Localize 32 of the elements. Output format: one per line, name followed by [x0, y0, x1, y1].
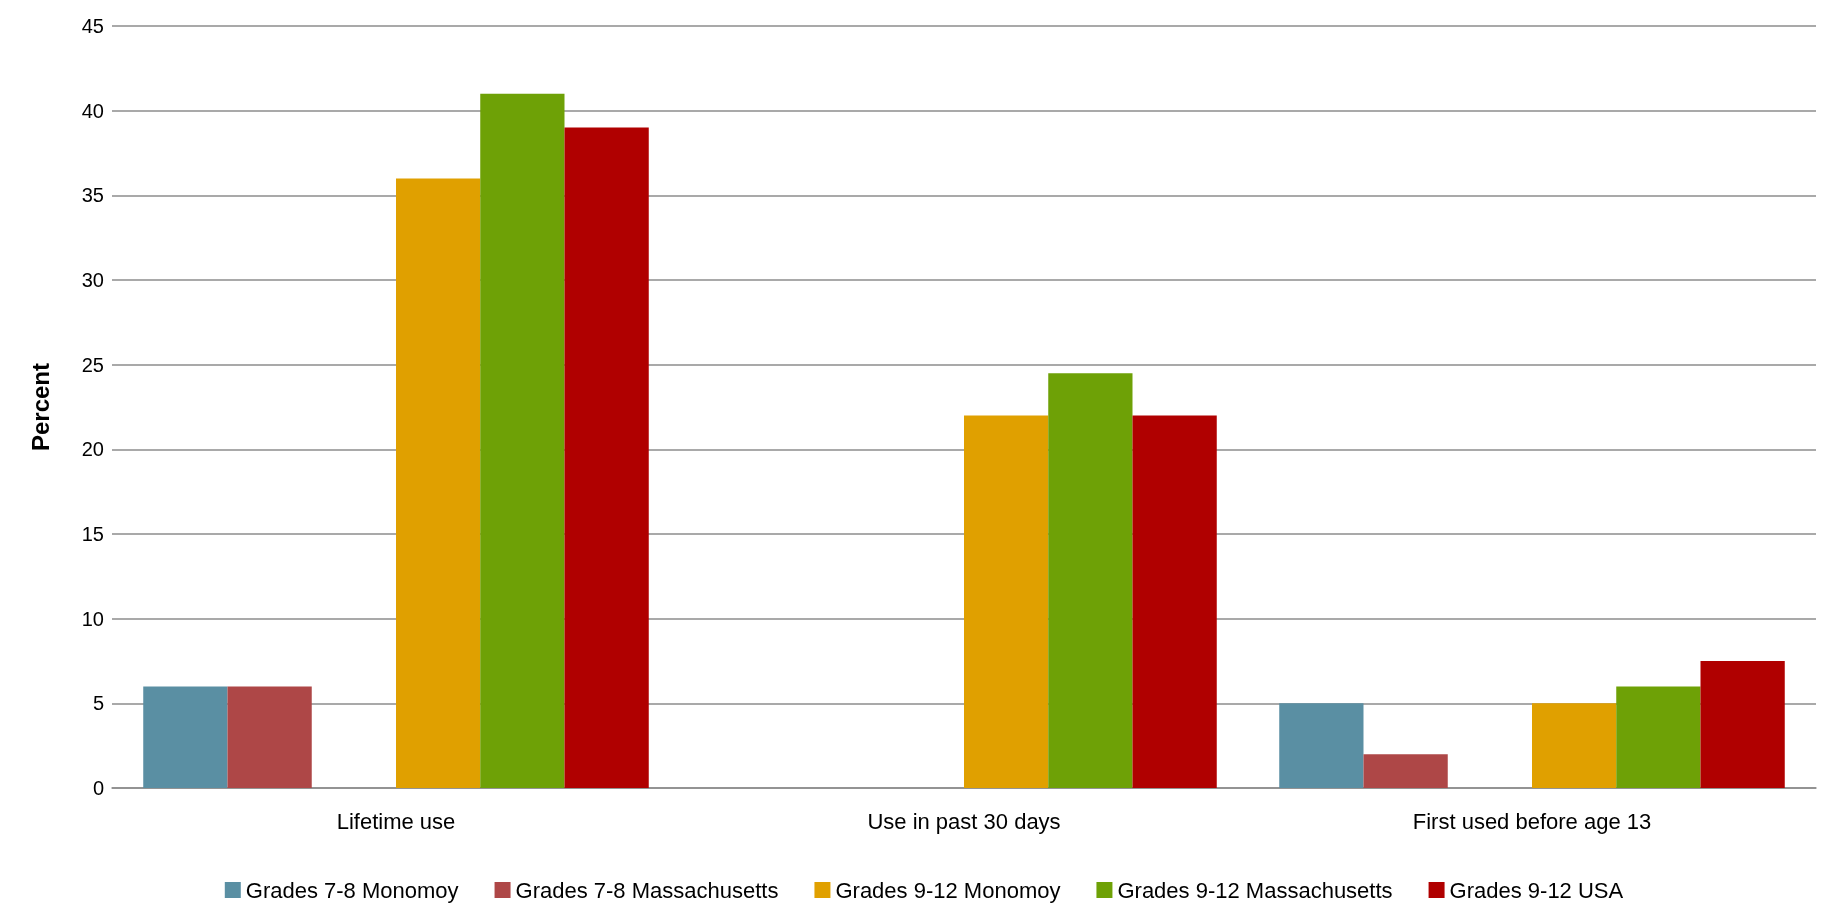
bar: [396, 178, 481, 788]
bar: [1616, 686, 1701, 788]
bar: [1363, 754, 1448, 788]
y-tick-label: 45: [81, 15, 104, 37]
legend-label: Grades 7-8 Monomoy: [245, 877, 459, 903]
y-tick-label: 5: [92, 692, 104, 715]
y-tick-label: 40: [81, 99, 104, 122]
bar: [1132, 415, 1217, 788]
x-tick-label: First used before age 13: [1412, 808, 1652, 834]
legend-label: Grades 9-12 Monomoy: [835, 877, 1061, 903]
y-tick-label: 25: [81, 353, 104, 376]
x-tick-label: Use in past 30 days: [867, 808, 1061, 834]
legend-label: Grades 9-12 Massachusetts: [1117, 877, 1393, 903]
y-tick-label: 0: [92, 777, 104, 799]
y-tick-label: 20: [81, 438, 104, 461]
x-tick-label: Lifetime use: [336, 808, 456, 834]
legend-label: Grades 7-8 Massachusetts: [515, 877, 779, 903]
bar: [564, 127, 649, 788]
bar: [1279, 703, 1364, 788]
y-tick-label: 35: [81, 184, 104, 207]
y-tick-label: 10: [81, 607, 104, 630]
bar: [227, 686, 312, 788]
bar: [1700, 661, 1785, 788]
bar: [1532, 703, 1617, 788]
y-tick-label: 30: [81, 269, 104, 291]
y-axis-title: Percent: [26, 362, 54, 452]
bar: [1048, 373, 1133, 788]
bar: [143, 686, 228, 788]
bar: [480, 93, 565, 788]
y-tick-label: 15: [81, 523, 104, 545]
legend-label: Grades 9-12 USA: [1449, 877, 1624, 903]
bar: [964, 415, 1049, 788]
